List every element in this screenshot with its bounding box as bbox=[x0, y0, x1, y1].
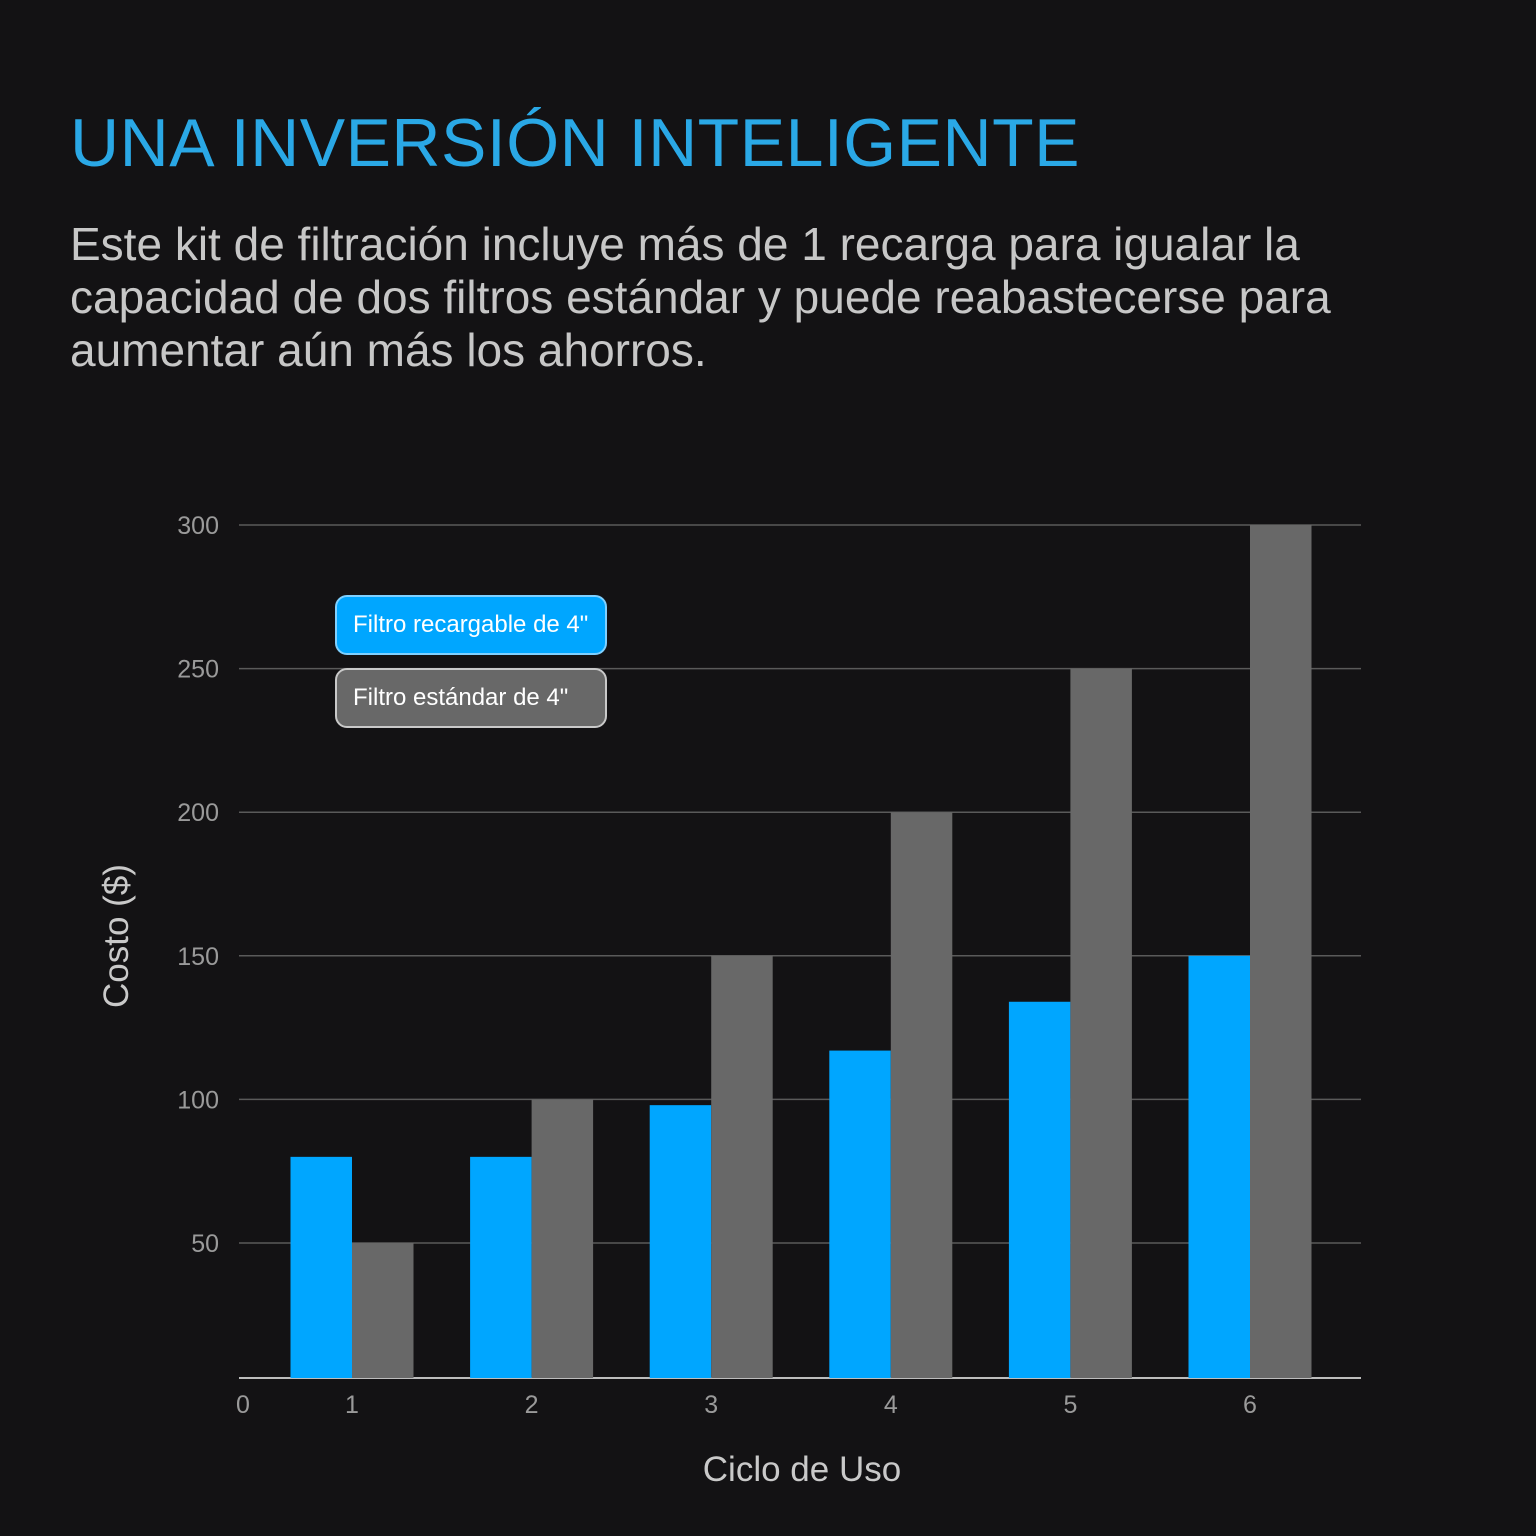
x-tick-label: 3 bbox=[704, 1391, 718, 1419]
y-tick-label: 50 bbox=[191, 1230, 219, 1258]
y-tick-label: 300 bbox=[177, 512, 219, 540]
y-axis-title: Costo ($) bbox=[97, 864, 136, 1008]
x-tick-label: 5 bbox=[1063, 1391, 1077, 1419]
y-tick-label: 250 bbox=[177, 656, 219, 684]
x-tick-label: 6 bbox=[1243, 1391, 1257, 1419]
bar-standard-3 bbox=[711, 955, 773, 1378]
bar-refillable-5 bbox=[1008, 1001, 1071, 1378]
x-tick-label: 4 bbox=[884, 1391, 898, 1419]
bar-refillable-1 bbox=[290, 1156, 352, 1378]
bars bbox=[290, 525, 1312, 1378]
y-tick-label: 100 bbox=[177, 1086, 219, 1114]
bar-standard-2 bbox=[531, 1099, 594, 1378]
x-axis-title: Ciclo de Uso bbox=[703, 1450, 901, 1489]
bar-refillable-4 bbox=[829, 1050, 891, 1378]
gridlines bbox=[239, 524, 1361, 1379]
legend-item-refillable: Filtro recargable de 4" bbox=[335, 595, 607, 655]
bar-refillable-2 bbox=[470, 1156, 532, 1378]
x-tick-label-origin: 0 bbox=[236, 1391, 250, 1419]
legend-label-standard: Filtro estándar de 4" bbox=[353, 684, 569, 711]
bar-standard-5 bbox=[1070, 668, 1132, 1378]
y-tick-label: 200 bbox=[177, 799, 219, 827]
y-tick-label: 150 bbox=[177, 943, 219, 971]
tick-labels: 50 100 150 200 250 300 0 1 2 3 4 5 6 bbox=[177, 512, 1257, 1419]
legend-label-refillable: Filtro recargable de 4" bbox=[353, 611, 589, 638]
legend-item-standard: Filtro estándar de 4" bbox=[335, 668, 607, 728]
bar-standard-4 bbox=[890, 812, 953, 1378]
bar-refillable-6 bbox=[1188, 955, 1250, 1378]
page-subtitle: Este kit de filtración incluye más de 1 … bbox=[70, 218, 1331, 376]
x-tick-label: 1 bbox=[345, 1391, 359, 1419]
page-title: UNA INVERSIÓN INTELIGENTE bbox=[70, 105, 1081, 181]
bar-standard-1 bbox=[352, 1243, 414, 1378]
x-tick-label: 2 bbox=[525, 1391, 539, 1419]
bar-refillable-3 bbox=[649, 1105, 712, 1378]
bar-standard-6 bbox=[1250, 525, 1312, 1378]
